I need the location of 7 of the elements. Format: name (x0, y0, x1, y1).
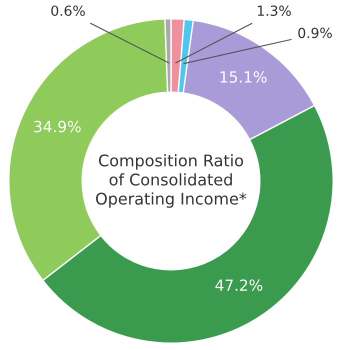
data-label: 47.2% (215, 279, 262, 291)
data-label: 1.3% (258, 5, 291, 16)
data-label: 0.6% (51, 5, 85, 16)
text: Composition Ratio of Consolidated Operating Income* (96, 154, 246, 208)
data-label: 15.1% (220, 71, 267, 83)
data-label: 0.9% (298, 28, 332, 38)
data-label: 34.9% (34, 120, 81, 132)
